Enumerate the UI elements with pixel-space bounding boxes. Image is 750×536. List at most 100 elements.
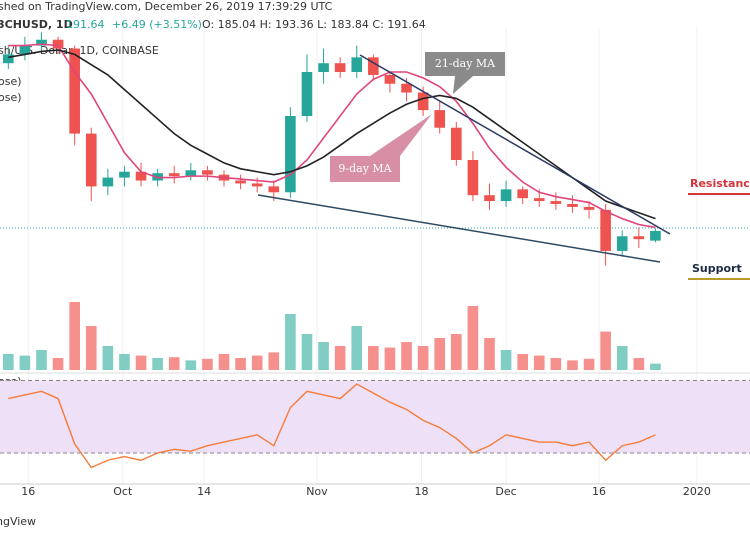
candle-body	[401, 83, 412, 93]
volume-bar	[500, 350, 512, 370]
candle-body	[583, 206, 595, 210]
candle-body	[434, 110, 446, 128]
resistance-trendline	[359, 54, 671, 235]
support-trendline	[257, 194, 661, 263]
volume-bar	[251, 355, 263, 370]
candle-body	[251, 183, 263, 187]
candle-body	[135, 171, 147, 181]
candle-body	[650, 230, 661, 241]
change: +6.49 (+3.51%)	[112, 18, 202, 31]
candle-body	[417, 92, 429, 111]
volume-bar	[168, 357, 180, 370]
volume-bar	[285, 314, 296, 370]
candle-body	[235, 180, 246, 184]
volume-bar	[301, 334, 313, 370]
line	[8, 49, 656, 220]
x-tick-label: 16	[21, 485, 35, 498]
volume-bar	[583, 358, 595, 370]
candle-body	[351, 57, 363, 72]
volume-bar	[102, 346, 114, 370]
candle-body	[268, 186, 280, 193]
line	[8, 43, 656, 229]
candle-body	[318, 63, 329, 72]
candle-body	[484, 195, 495, 202]
volume-bar	[135, 355, 147, 370]
footer: ngView	[0, 515, 36, 528]
volume-bar	[2, 354, 14, 370]
volume-bar	[616, 346, 628, 370]
candle-body	[168, 173, 180, 177]
volume-bar	[185, 360, 197, 370]
candle-body	[36, 39, 47, 46]
x-tick-label: Dec	[495, 485, 516, 498]
volume-bar	[202, 358, 213, 370]
volume-bar	[235, 358, 246, 370]
support-label: Support	[692, 262, 742, 275]
candle-body	[517, 189, 528, 199]
volume-bar	[334, 346, 346, 370]
resistance-label: Resistance	[690, 177, 750, 190]
candle-body	[2, 54, 14, 64]
candle-body	[301, 72, 313, 116]
volume-bar	[19, 355, 31, 370]
volume-bar	[467, 306, 479, 370]
plot: 16 Oct 14 Nov 18 Dec 16 2020	[0, 32, 750, 498]
x-tick-label: 18	[414, 485, 428, 498]
volume-bar	[517, 354, 528, 370]
annotation: 9-day MA	[338, 162, 392, 175]
volume-bar	[567, 360, 578, 370]
volume-bar	[36, 350, 47, 370]
volume-bar	[218, 354, 230, 370]
candle-body	[102, 177, 114, 187]
candle-body	[450, 127, 462, 160]
x-tick-label: 2020	[683, 485, 711, 498]
volume-bar	[633, 358, 645, 370]
volume-bar	[119, 354, 130, 370]
candle-body	[616, 236, 628, 251]
last-price: 191.64	[66, 18, 105, 31]
x-tick-label: 14	[197, 485, 211, 498]
x-tick-label: Nov	[306, 485, 328, 498]
ohlc: O: 185.04 H: 193.36 L: 183.84 C: 191.64	[202, 18, 426, 31]
volume-bar	[650, 363, 661, 370]
candle-body	[202, 170, 213, 175]
candle-body	[368, 57, 379, 75]
volume-bar	[384, 347, 396, 370]
volume-bar	[550, 358, 562, 370]
annotation: 21-day MA	[435, 57, 496, 70]
candle-body	[384, 74, 396, 84]
x-tick-label: 16	[592, 485, 606, 498]
candle-body	[567, 204, 578, 207]
candle-body	[119, 171, 130, 178]
volume-bar	[484, 338, 495, 370]
candle-body	[600, 209, 611, 251]
volume-bar	[417, 346, 429, 370]
candle-body	[633, 236, 645, 240]
volume-bar	[450, 334, 462, 370]
candle-body	[19, 45, 31, 55]
ma9-callout: 9-day MA	[330, 114, 432, 182]
line	[8, 383, 656, 469]
candle-body	[334, 63, 346, 72]
rsi-band	[0, 380, 750, 453]
volume-bar	[351, 326, 363, 370]
volume-bar	[434, 338, 446, 370]
published-note: shed on TradingView.com, December 26, 20…	[0, 0, 333, 13]
volume-bar	[52, 358, 64, 370]
candle-body	[500, 189, 512, 202]
symbol: 3CHUSD, 1D	[0, 18, 73, 31]
volume-bar	[152, 358, 163, 370]
candle-body	[550, 201, 562, 204]
volume-bar	[69, 302, 80, 370]
volume-bar	[318, 342, 329, 370]
volume-bar	[85, 326, 97, 370]
volume-bar	[268, 352, 280, 370]
candle-body	[285, 116, 296, 193]
ma-legend: ose)	[0, 75, 22, 88]
candle-body	[69, 48, 80, 134]
candle-body	[185, 170, 197, 177]
volume-bar	[533, 355, 545, 370]
candle-body	[467, 160, 479, 196]
